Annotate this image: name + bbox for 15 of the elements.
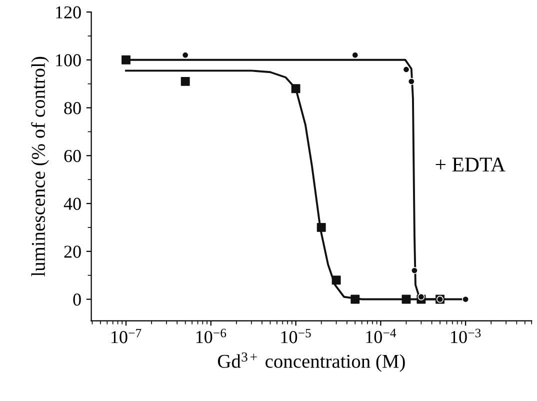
y-axis-title: luminescence (% of control) (31, 56, 49, 276)
x-tick-label: 10$^{−6}$ (196, 328, 226, 344)
x-tick-label: 10$^{−4}$ (366, 328, 396, 344)
x-tick-label: 10$^{−3}$ (451, 328, 481, 344)
y-tick-label: 80 (64, 102, 81, 114)
annotation: + EDTA (436, 158, 506, 172)
x-tick-label: 10$^{−7}$ (112, 328, 142, 344)
y-tick-label: 20 (64, 246, 81, 258)
y-tick-label: 100 (56, 54, 81, 66)
y-tick-label: 0 (73, 294, 81, 306)
y-tick-label: 40 (64, 198, 81, 210)
x-tick-label: 10$^{−5}$ (281, 328, 311, 344)
y-tick-label: 60 (64, 150, 81, 162)
y-tick-label: 120 (56, 6, 81, 18)
x-axis-title: Gd$^{3+}$ concentration (M) (218, 352, 405, 372)
